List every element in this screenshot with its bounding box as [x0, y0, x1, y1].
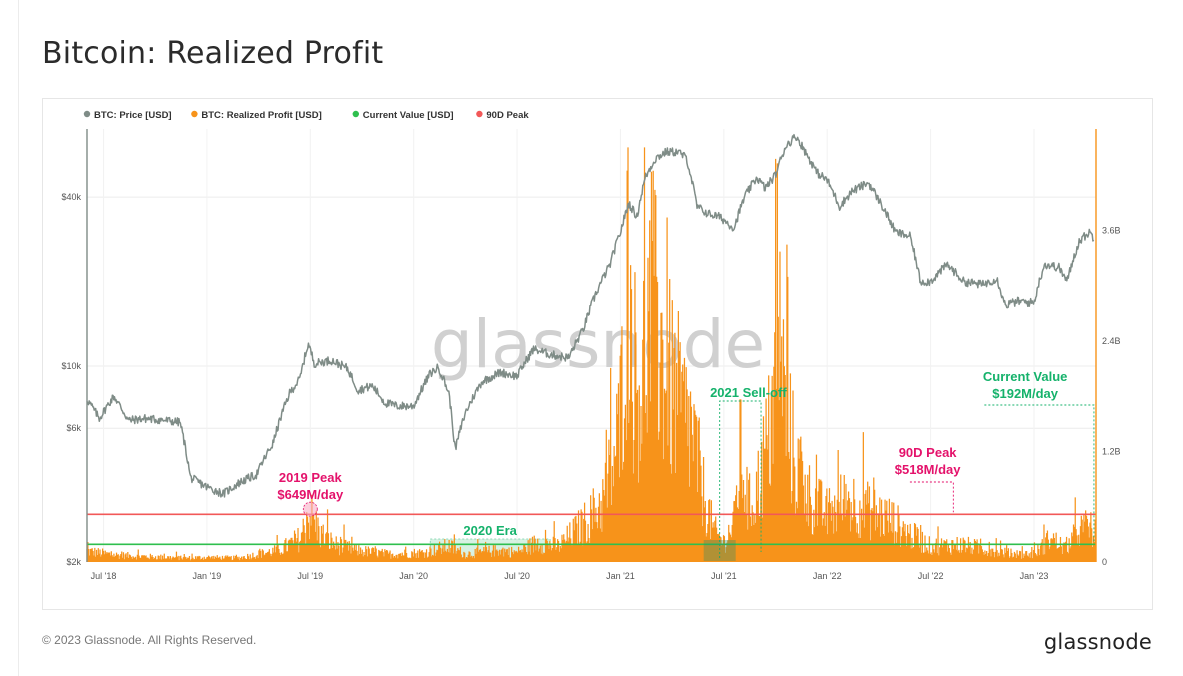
legend-label: 90D Peak — [486, 110, 529, 121]
legend-swatch — [352, 110, 359, 118]
current-value-amount: $192M/day — [992, 386, 1059, 401]
current-value-title: Current Value — [983, 369, 1068, 384]
chart-legend: BTC: Price [USD] BTC: Realized Profit [US… — [83, 110, 529, 121]
left-axis-tick-label: $40k — [61, 192, 81, 202]
selloff-2021-bracket — [719, 400, 762, 558]
realized-profit-chart: BTC: Price [USD] BTC: Realized Profit [US… — [61, 110, 1121, 581]
x-axis-tick-label: Jan '20 — [399, 571, 428, 581]
peak-90d-value: $518M/day — [895, 462, 962, 477]
legend-label: BTC: Price [USD] — [94, 110, 172, 121]
legend-label: BTC: Realized Profit [USD] — [201, 110, 321, 121]
x-axis-tick-label: Jul '20 — [504, 571, 530, 581]
peak-2019-value: $649M/day — [277, 487, 344, 502]
x-axis-tick-label: Jul '22 — [918, 571, 944, 581]
legend-swatch — [476, 110, 483, 118]
selloff-2021-highlight — [703, 540, 736, 561]
left-axis-tick-label: $2k — [66, 557, 81, 567]
price-series — [86, 133, 1095, 498]
legend-item[interactable]: Current Value [USD] — [352, 110, 454, 121]
legend-label: Current Value [USD] — [363, 110, 454, 121]
copyright-text: © 2023 Glassnode. All Rights Reserved. — [42, 633, 257, 647]
current-value-bracket — [984, 404, 1095, 543]
annotations: 2019 Peak $649M/day 2020 Era 2021 Sell-off 9… — [277, 369, 1095, 561]
x-axis-tick-label: Jan '23 — [1020, 571, 1049, 581]
right-axis-tick-label: 3.6B — [1102, 225, 1121, 235]
x-axis-tick-label: Jul '18 — [91, 571, 117, 581]
x-axis-tick-label: Jan '22 — [813, 571, 842, 581]
x-axis-tick-label: Jan '21 — [606, 571, 635, 581]
reference-lines — [87, 513, 1096, 546]
axes: $2k $6k $10k $40k 0 1.2B 2.4B 3.6B Jul '18 Jan '1… — [61, 129, 1121, 581]
peak-2019-title: 2019 Peak — [279, 470, 343, 485]
left-axis-tick-label: $6k — [66, 423, 81, 433]
legend-item[interactable]: BTC: Realized Profit [USD] — [191, 110, 322, 121]
gridlines — [87, 129, 1096, 562]
left-axis-tick-label: $10k — [61, 361, 81, 371]
x-axis-tick-label: Jan '19 — [193, 571, 222, 581]
era-2020-label: 2020 Era — [463, 523, 517, 538]
watermark-text: glassnode — [431, 306, 765, 383]
legend-item[interactable]: BTC: Price [USD] — [83, 110, 172, 121]
legend-swatch — [191, 110, 198, 118]
right-axis-tick-label: 0 — [1102, 557, 1107, 567]
price-line — [86, 133, 1095, 498]
page-title: Bitcoin: Realized Profit — [42, 36, 384, 71]
watermark: glassnode — [431, 306, 765, 383]
peak-90d-bracket — [909, 481, 954, 513]
right-axis-tick-label: 1.2B — [1102, 446, 1121, 456]
selloff-2021-label: 2021 Sell-off — [710, 385, 787, 400]
peak-2019-marker — [302, 501, 318, 517]
legend-item[interactable]: 90D Peak — [476, 110, 529, 121]
peak-90d-title: 90D Peak — [899, 445, 958, 460]
x-axis-tick-label: Jul '19 — [297, 571, 323, 581]
chart-card: BTC: Price [USD] BTC: Realized Profit [US… — [42, 98, 1153, 610]
right-axis-tick-label: 2.4B — [1102, 336, 1121, 346]
x-axis-tick-label: Jul '21 — [711, 571, 737, 581]
left-rule — [18, 0, 19, 676]
legend-swatch — [83, 110, 91, 118]
brand-logo: glassnode — [1043, 630, 1152, 654]
